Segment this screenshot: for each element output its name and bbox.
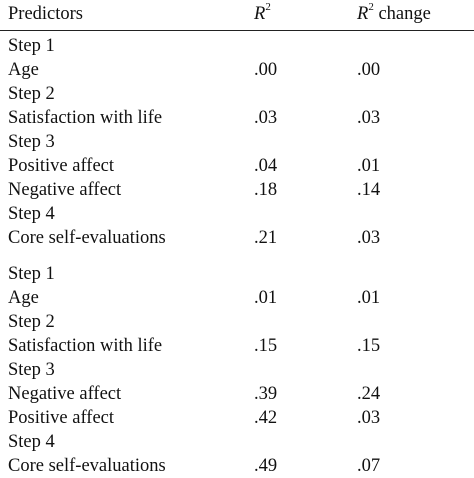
r2-change-value: .00 xyxy=(357,60,381,80)
r2-value: .04 xyxy=(254,156,278,176)
table-row: Step 2 xyxy=(0,310,474,334)
header-r2-change-sup: 2 xyxy=(368,0,374,13)
predictor-label: Age xyxy=(8,288,39,308)
header-r2-change-word: change xyxy=(373,4,431,24)
table-row: Step 1 xyxy=(0,262,474,286)
header-r2-sup: 2 xyxy=(265,0,271,13)
table-row: Step 1 xyxy=(0,34,474,58)
predictor-label: Satisfaction with life xyxy=(8,336,163,356)
header-r2-change-letter: R xyxy=(357,4,369,24)
r2-change-value: .03 xyxy=(357,228,381,248)
predictor-label: Negative affect xyxy=(8,384,122,404)
header-r2-change: R2 change xyxy=(357,0,431,26)
r2-value: .49 xyxy=(254,456,278,476)
predictor-label: Step 3 xyxy=(8,132,55,152)
header-r2: R2 xyxy=(254,0,271,26)
r2-change-value: .01 xyxy=(357,156,381,176)
table-row: Negative affect .18 .14 xyxy=(0,178,474,202)
table-row: Age .01 .01 xyxy=(0,286,474,310)
r2-change-value: .15 xyxy=(357,336,381,356)
predictor-label: Core self-evaluations xyxy=(8,228,166,248)
r2-value: .03 xyxy=(254,108,278,128)
r2-change-value: .24 xyxy=(357,384,381,404)
table-row: Step 3 xyxy=(0,358,474,382)
r2-change-value: .03 xyxy=(357,408,381,428)
r2-value: .15 xyxy=(254,336,278,356)
r2-value: .39 xyxy=(254,384,278,404)
r2-value: .01 xyxy=(254,288,278,308)
predictor-label: Step 1 xyxy=(8,36,55,56)
header-predictors: Predictors xyxy=(8,4,84,24)
header-r2-letter: R xyxy=(254,4,266,24)
table-row: Positive affect .04 .01 xyxy=(0,154,474,178)
header-rule xyxy=(0,30,474,31)
table-row: Step 4 xyxy=(0,430,474,454)
table-row: Satisfaction with life .15 .15 xyxy=(0,334,474,358)
predictor-label: Step 1 xyxy=(8,264,55,284)
predictor-label: Step 3 xyxy=(8,360,55,380)
r2-change-value: .01 xyxy=(357,288,381,308)
table-row: Negative affect .39 .24 xyxy=(0,382,474,406)
table-row: Step 3 xyxy=(0,130,474,154)
predictor-label: Step 4 xyxy=(8,204,55,224)
table-row: Core self-evaluations .49 .07 xyxy=(0,454,474,478)
predictor-label: Step 4 xyxy=(8,432,55,452)
r2-value: .21 xyxy=(254,228,278,248)
table-header-row: Predictors R2 R2 change xyxy=(0,0,474,26)
predictor-label: Satisfaction with life xyxy=(8,108,163,128)
r2-change-value: .07 xyxy=(357,456,381,476)
r2-value: .00 xyxy=(254,60,278,80)
r2-change-value: .03 xyxy=(357,108,381,128)
table-row: Step 4 xyxy=(0,202,474,226)
predictor-label: Age xyxy=(8,60,39,80)
predictor-label: Core self-evaluations xyxy=(8,456,166,476)
predictor-label: Positive affect xyxy=(8,156,115,176)
r2-change-value: .14 xyxy=(357,180,381,200)
r2-value: .18 xyxy=(254,180,278,200)
table-row: Positive affect .42 .03 xyxy=(0,406,474,430)
table-row: Satisfaction with life .03 .03 xyxy=(0,106,474,130)
table-row: Core self-evaluations .21 .03 xyxy=(0,226,474,250)
predictor-label: Step 2 xyxy=(8,312,55,332)
predictor-label: Negative affect xyxy=(8,180,122,200)
r2-value: .42 xyxy=(254,408,278,428)
predictor-label: Positive affect xyxy=(8,408,115,428)
table-row: Step 2 xyxy=(0,82,474,106)
table-row: Age .00 .00 xyxy=(0,58,474,82)
predictor-label: Step 2 xyxy=(8,84,55,104)
